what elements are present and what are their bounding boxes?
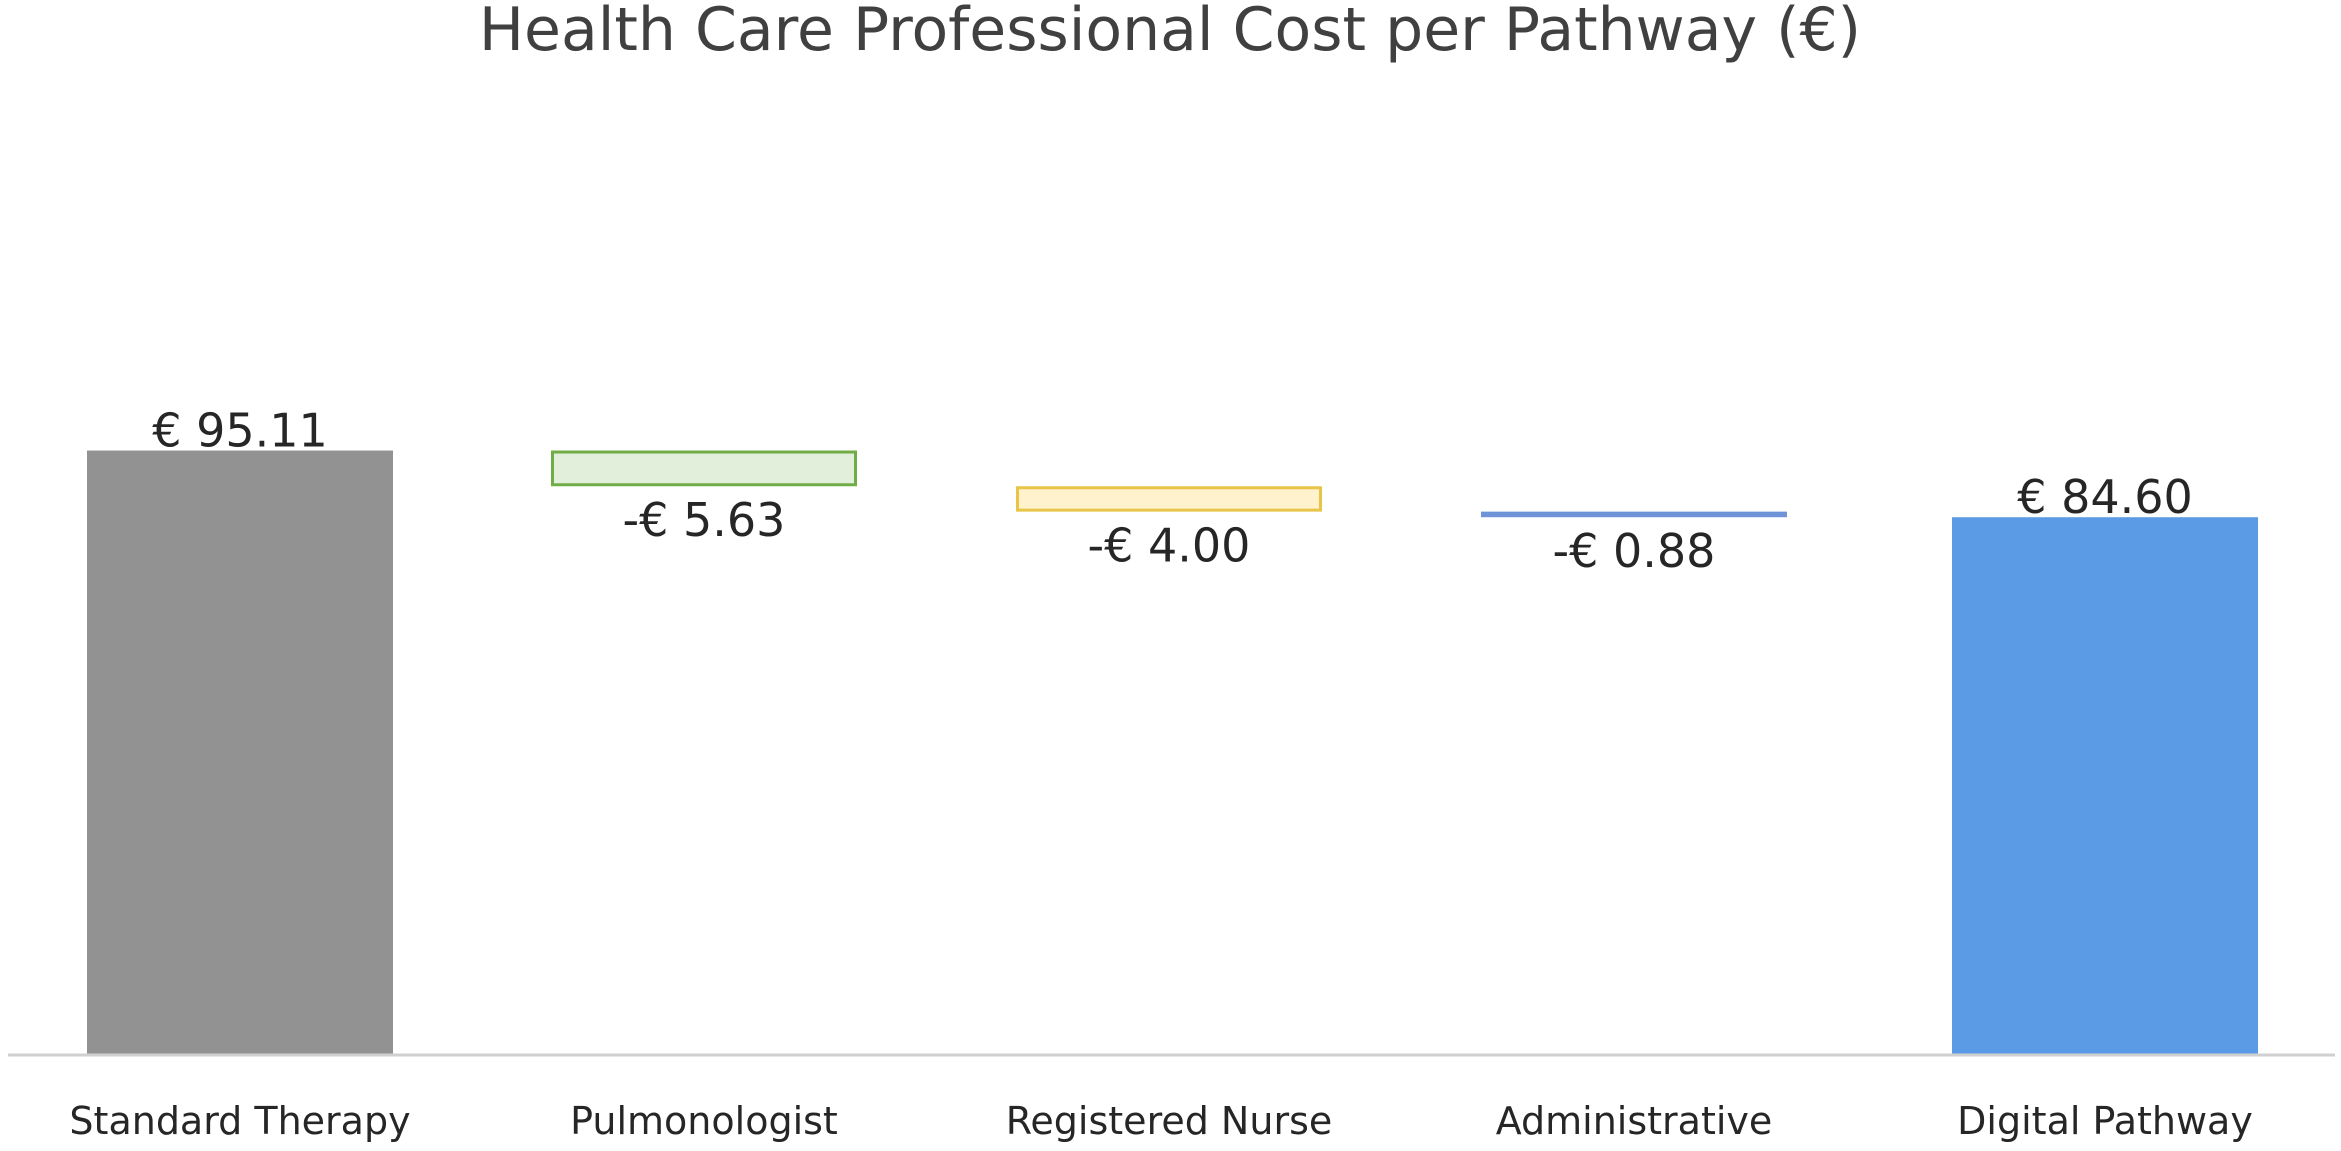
chart-title: Health Care Professional Cost per Pathwa… — [479, 0, 1861, 65]
bars-layer — [87, 450, 2258, 1054]
data-label-administrative: -€ 0.88 — [1553, 524, 1716, 578]
bar-standard-therapy — [87, 450, 393, 1054]
category-label-standard-therapy: Standard Therapy — [69, 1099, 410, 1143]
bar-administrative — [1481, 511, 1787, 518]
category-label-digital-pathway: Digital Pathway — [1957, 1099, 2253, 1143]
data-label-registered-nurse: -€ 4.00 — [1088, 519, 1251, 573]
data-label-digital-pathway: € 84.60 — [2017, 470, 2193, 524]
data-label-standard-therapy: € 95.11 — [152, 404, 328, 458]
category-label-pulmonologist: Pulmonologist — [570, 1099, 838, 1143]
data-label-pulmonologist: -€ 5.63 — [623, 493, 786, 547]
bar-digital-pathway — [1952, 517, 2258, 1054]
bar-pulmonologist — [551, 450, 857, 487]
labels-layer: € 95.11 Standard Therapy -€ 5.63 Pulmonolog… — [69, 404, 2252, 1143]
bar-registered-nurse — [1016, 486, 1322, 512]
category-label-administrative: Administrative — [1496, 1099, 1773, 1143]
category-label-registered-nurse: Registered Nurse — [1006, 1099, 1333, 1143]
